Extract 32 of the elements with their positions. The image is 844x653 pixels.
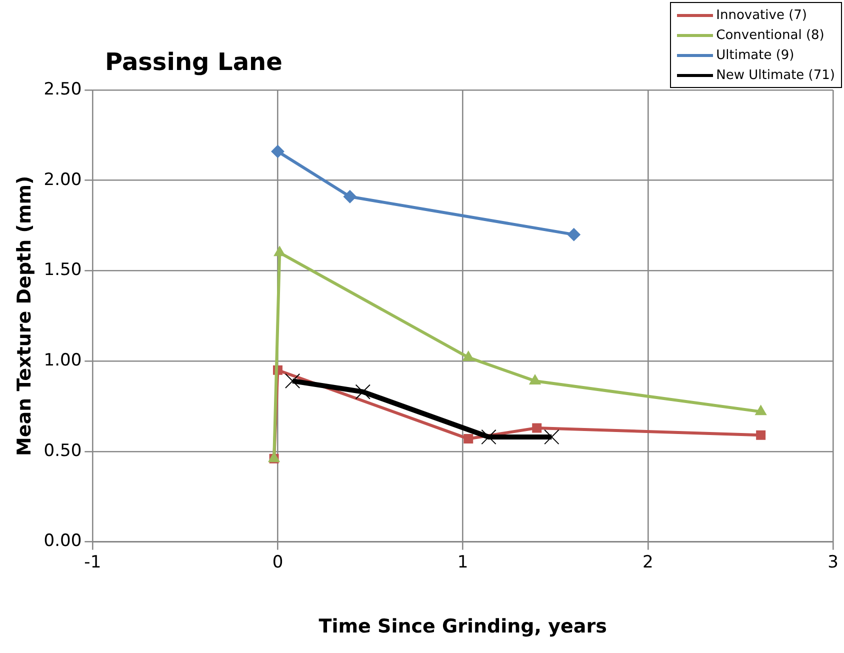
- y-tick-label: 1.00: [44, 350, 82, 370]
- x-tick-label: 0: [272, 552, 284, 572]
- x-tick-label: 2: [642, 552, 654, 572]
- legend-label: Conventional (8): [716, 28, 824, 42]
- y-tick-label: 1.50: [44, 260, 82, 280]
- point: [464, 434, 474, 444]
- point: [756, 430, 766, 440]
- point: [544, 429, 560, 445]
- legend-label: New Ultimate (71): [716, 68, 835, 82]
- point: [755, 405, 767, 416]
- x-tick-label: -1: [84, 552, 102, 572]
- chart-title: Passing Lane: [105, 48, 282, 76]
- point: [274, 246, 286, 256]
- x-tick-label: 1: [457, 552, 468, 572]
- point: [284, 373, 300, 389]
- legend-label: Ultimate (9): [716, 48, 794, 62]
- y-axis-title: Mean Texture Depth (mm): [13, 176, 36, 456]
- x-axis-title: Time Since Grinding, years: [318, 616, 607, 638]
- point: [462, 350, 474, 361]
- point: [481, 429, 496, 445]
- point: [355, 384, 370, 400]
- x-tick-label: 3: [828, 552, 838, 572]
- y-tick-label: 0.50: [44, 440, 82, 461]
- y-tick-label: 0.00: [44, 531, 82, 552]
- point: [343, 190, 356, 204]
- point: [271, 144, 284, 158]
- point: [532, 423, 542, 433]
- point: [567, 228, 580, 242]
- y-tick-label: 2.50: [44, 79, 82, 100]
- point: [529, 374, 541, 384]
- y-tick-label: 2.00: [44, 170, 82, 190]
- legend-label: Innovative (7): [716, 8, 807, 22]
